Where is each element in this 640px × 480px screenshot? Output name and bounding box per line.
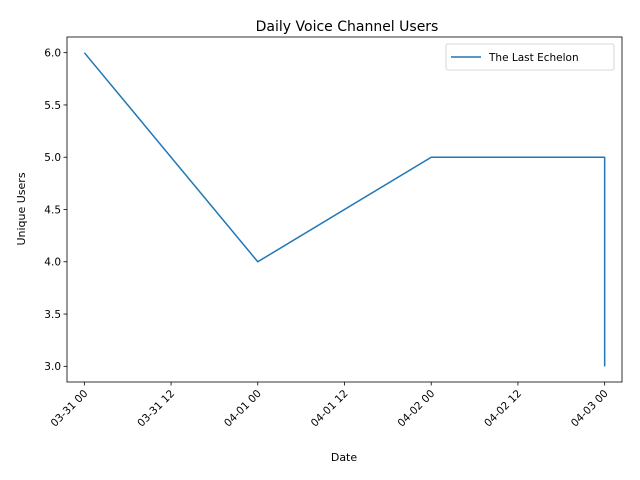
y-tick-label: 3.5 [44,309,61,321]
y-tick-label: 4.5 [44,204,61,216]
y-tick-label: 4.0 [44,257,61,269]
y-tick-label: 3.0 [44,361,61,373]
y-tick-label: 6.0 [44,47,61,59]
legend: The Last Echelon [445,43,615,71]
y-tick-label: 5.0 [44,152,61,164]
legend-label: The Last Echelon [488,52,579,64]
y-axis-label: Unique Users [15,172,28,245]
series-line-the-last-echelon [83,52,606,367]
y-tick-label: 5.5 [44,100,61,112]
chart-title: Daily Voice Channel Users [256,19,439,35]
y-axis: 3.0 3.5 4.0 4.5 5.0 5.5 6.0 [44,47,67,373]
legend-box [445,43,615,71]
x-axis-label: Date [331,451,358,464]
